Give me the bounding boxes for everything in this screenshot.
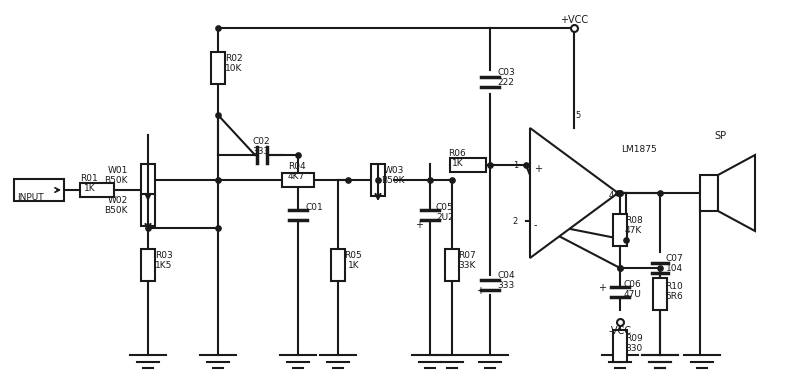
Text: 222: 222 xyxy=(497,78,514,87)
Text: B50K: B50K xyxy=(104,176,128,185)
Bar xyxy=(700,175,718,211)
Text: C06: C06 xyxy=(624,280,641,289)
Text: 2U2: 2U2 xyxy=(436,213,454,222)
Text: LM1875: LM1875 xyxy=(621,145,656,154)
Text: 104: 104 xyxy=(666,264,683,273)
Text: C01: C01 xyxy=(305,203,323,212)
Bar xyxy=(141,194,155,226)
Text: 4K7: 4K7 xyxy=(288,172,305,181)
Text: 333: 333 xyxy=(252,147,269,156)
Text: +: + xyxy=(415,220,423,230)
Text: 10K: 10K xyxy=(225,64,243,73)
Text: 1K: 1K xyxy=(348,261,359,270)
Text: R03: R03 xyxy=(155,251,173,260)
Text: R08: R08 xyxy=(625,216,643,225)
Text: W03: W03 xyxy=(384,166,404,175)
Text: B50K: B50K xyxy=(381,176,404,185)
Text: SP: SP xyxy=(714,131,726,141)
Text: R04: R04 xyxy=(288,162,306,171)
Text: R06: R06 xyxy=(448,149,466,158)
Text: B50K: B50K xyxy=(104,206,128,215)
Text: +VCC: +VCC xyxy=(560,15,588,25)
Text: 1K5: 1K5 xyxy=(155,261,173,270)
Bar xyxy=(653,278,667,310)
Text: +: + xyxy=(476,286,484,296)
Text: R10: R10 xyxy=(665,282,682,291)
Text: INPUT: INPUT xyxy=(17,192,43,202)
Text: -VCC: -VCC xyxy=(608,326,631,336)
Text: 333: 333 xyxy=(497,281,515,290)
Text: +: + xyxy=(534,164,542,174)
Text: +: + xyxy=(598,283,606,293)
Bar xyxy=(211,52,225,84)
Bar xyxy=(331,249,345,281)
Bar xyxy=(141,164,155,196)
Text: 1K: 1K xyxy=(84,184,95,193)
Text: 2: 2 xyxy=(513,216,518,226)
Bar xyxy=(80,183,114,197)
Text: C05: C05 xyxy=(436,203,454,212)
Text: W02: W02 xyxy=(108,196,128,205)
FancyBboxPatch shape xyxy=(14,179,64,201)
Text: C03: C03 xyxy=(497,68,515,77)
Bar xyxy=(450,158,486,172)
Bar xyxy=(613,330,627,362)
Bar xyxy=(613,214,627,246)
Text: C07: C07 xyxy=(666,254,684,263)
Text: 47K: 47K xyxy=(625,226,642,235)
Text: W01: W01 xyxy=(108,166,128,175)
Text: 5R6: 5R6 xyxy=(665,292,682,301)
Text: C02: C02 xyxy=(252,137,269,146)
Text: R02: R02 xyxy=(225,54,243,63)
Bar xyxy=(141,249,155,281)
Text: R07: R07 xyxy=(458,251,476,260)
Text: -: - xyxy=(534,220,537,230)
Text: 5: 5 xyxy=(575,111,581,120)
Text: 33K: 33K xyxy=(458,261,475,270)
Text: R05: R05 xyxy=(344,251,362,260)
Bar xyxy=(445,249,459,281)
Bar xyxy=(371,164,385,196)
Text: 1K: 1K xyxy=(452,159,463,168)
Polygon shape xyxy=(530,128,618,258)
Text: 1: 1 xyxy=(513,160,518,170)
Text: 4: 4 xyxy=(609,190,614,200)
Text: 47U: 47U xyxy=(624,290,642,299)
Bar xyxy=(282,173,314,187)
Text: R09: R09 xyxy=(625,334,643,343)
Text: C04: C04 xyxy=(497,271,515,280)
Polygon shape xyxy=(718,155,755,231)
Text: 330: 330 xyxy=(625,344,642,353)
Text: R01: R01 xyxy=(80,174,98,183)
